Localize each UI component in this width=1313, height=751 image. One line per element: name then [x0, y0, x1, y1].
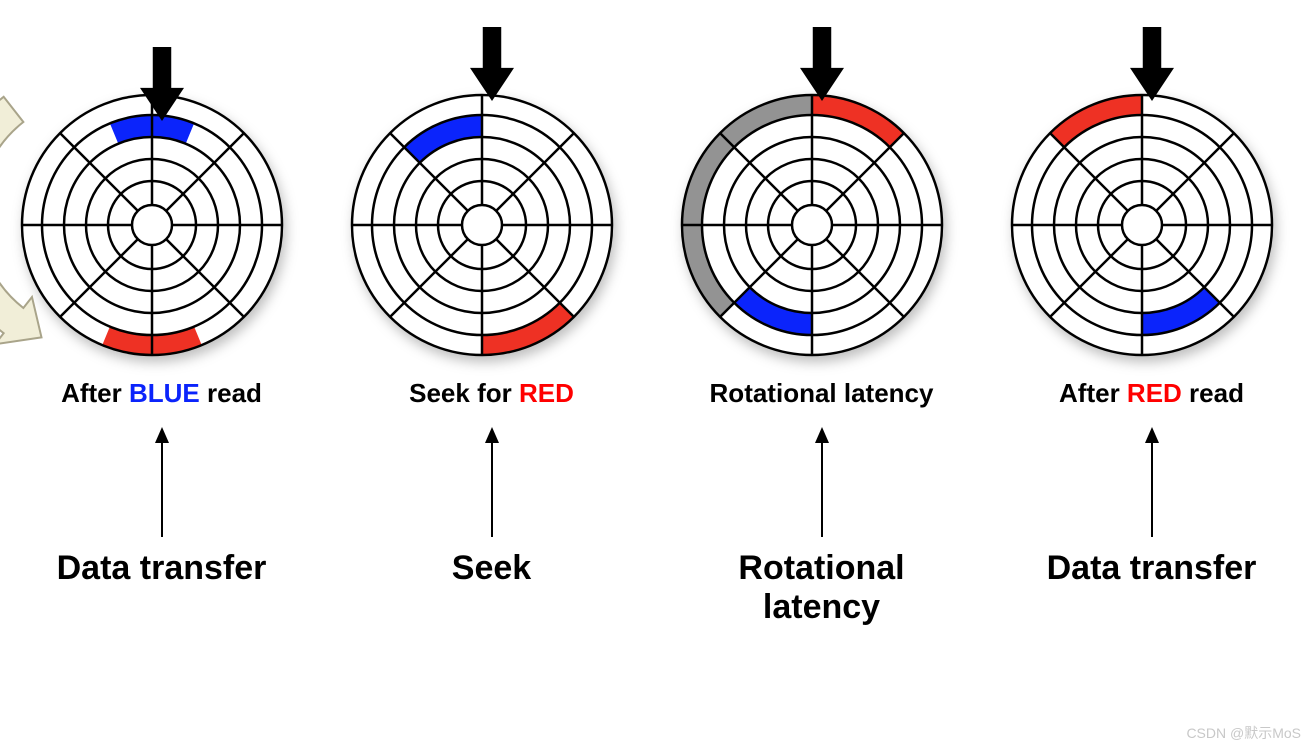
caption-part: Seek for	[409, 378, 519, 408]
diagram-stage: After BLUE read Data transfer Seek for RED…	[0, 50, 1313, 627]
caption-part: After	[61, 378, 129, 408]
up-arrow-icon	[152, 427, 172, 537]
up-arrow-icon	[1142, 427, 1162, 537]
phase-label: Data transfer	[1047, 549, 1257, 588]
caption-part: read	[1182, 378, 1244, 408]
disk-platter	[347, 90, 617, 360]
disk-caption: After RED read	[1059, 378, 1244, 409]
read-head-arrow-icon	[466, 25, 518, 107]
read-head-arrow-icon	[1126, 25, 1178, 107]
disk-after-red: After RED read Data transfer	[1007, 50, 1297, 627]
disk-platter	[1007, 90, 1277, 360]
disk-wrap	[1007, 50, 1297, 360]
phase-label: Data transfer	[57, 549, 267, 588]
disk-caption: Seek for RED	[409, 378, 574, 409]
disk-wrap	[347, 50, 637, 360]
caption-part: RED	[519, 378, 574, 408]
disk-seek: Seek for RED Seek	[347, 50, 637, 627]
phase-label: Seek	[452, 549, 531, 588]
rotation-arrow-icon	[0, 85, 86, 345]
disk-platter	[677, 90, 947, 360]
caption-part: After	[1059, 378, 1127, 408]
caption-part: Rotational latency	[710, 378, 934, 408]
phase-label: Rotationallatency	[738, 549, 904, 627]
caption-part: RED	[1127, 378, 1182, 408]
caption-part: BLUE	[129, 378, 200, 408]
disk-caption: Rotational latency	[710, 378, 934, 409]
disk-rotational: Rotational latency Rotationallatency	[677, 50, 967, 627]
up-arrow-icon	[812, 427, 832, 537]
up-arrow-icon	[482, 427, 502, 537]
read-head-arrow-icon	[136, 45, 188, 127]
watermark-text: CSDN @默示MoS	[1186, 723, 1301, 743]
caption-part: read	[200, 378, 262, 408]
disk-wrap	[677, 50, 967, 360]
disk-caption: After BLUE read	[61, 378, 262, 409]
disks-row: After BLUE read Data transfer Seek for RED…	[0, 50, 1313, 627]
read-head-arrow-icon	[796, 25, 848, 107]
